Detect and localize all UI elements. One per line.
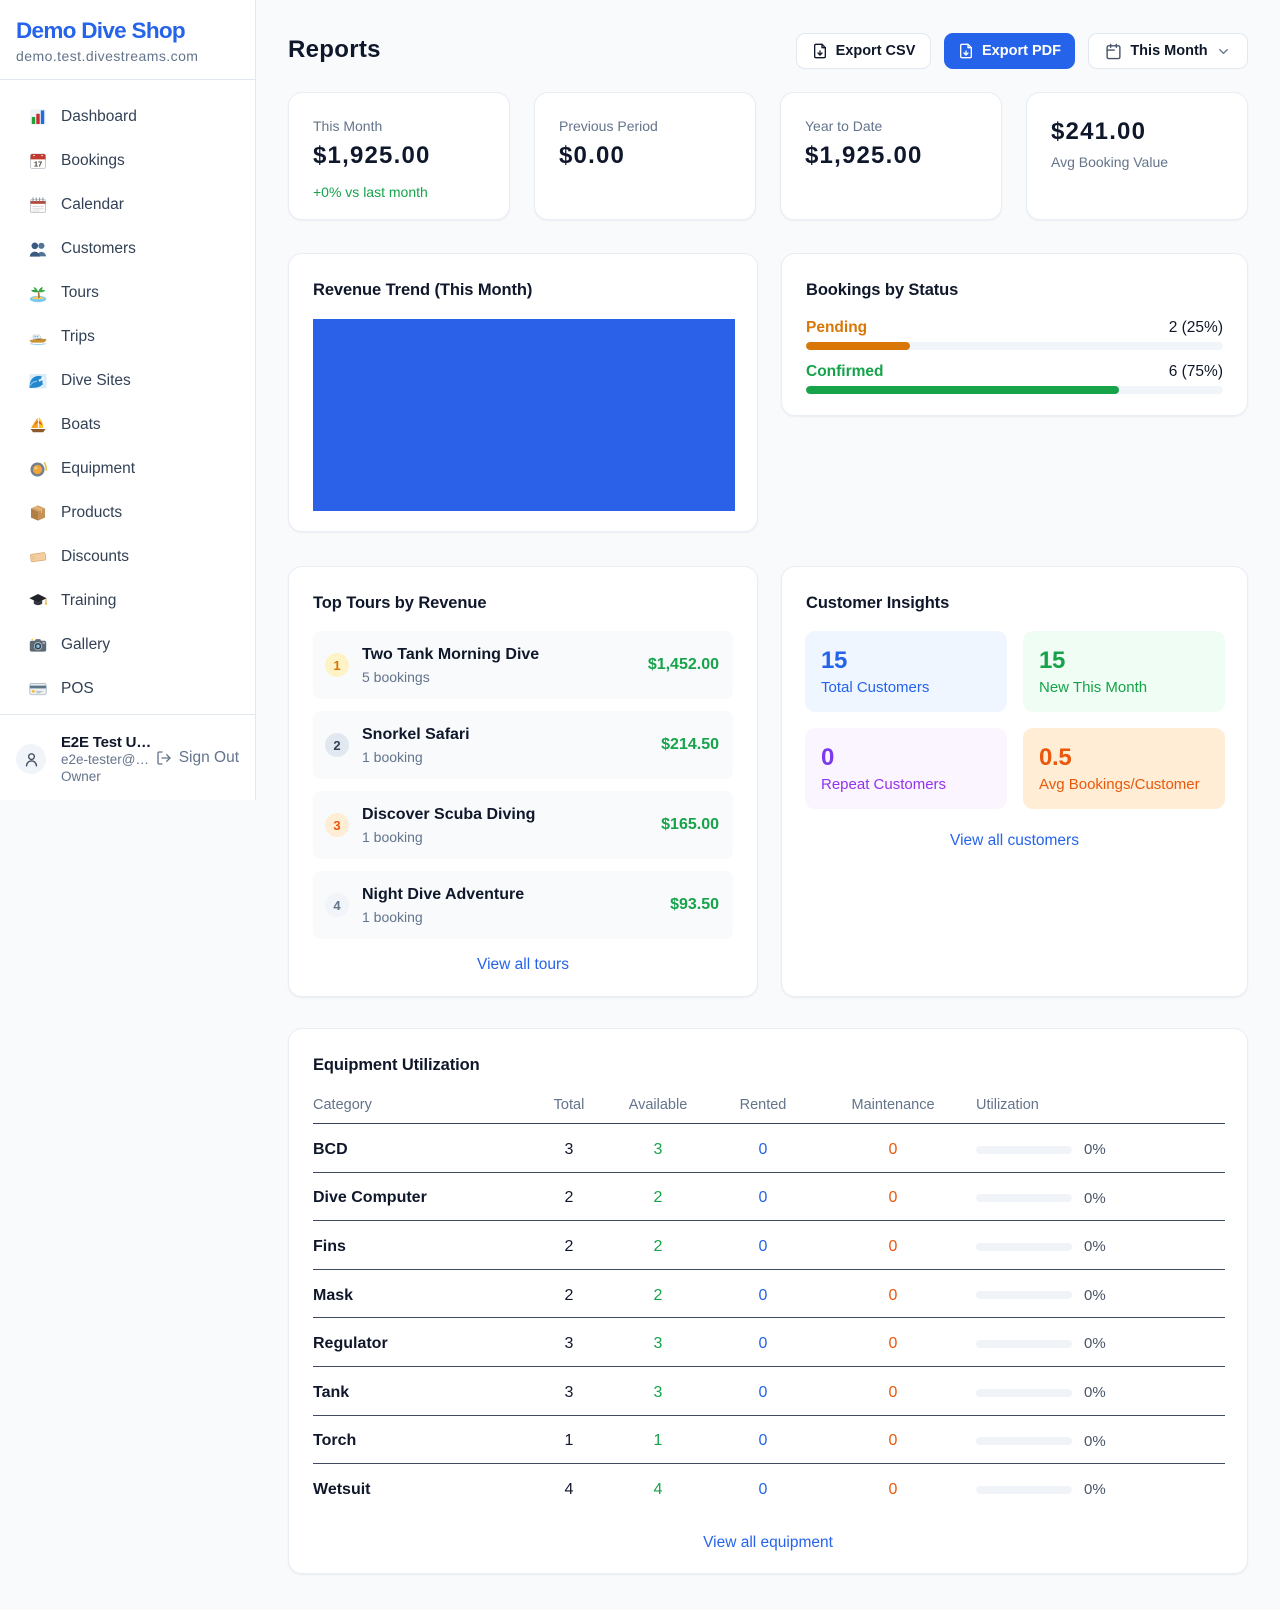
svg-text:17: 17: [34, 160, 42, 169]
